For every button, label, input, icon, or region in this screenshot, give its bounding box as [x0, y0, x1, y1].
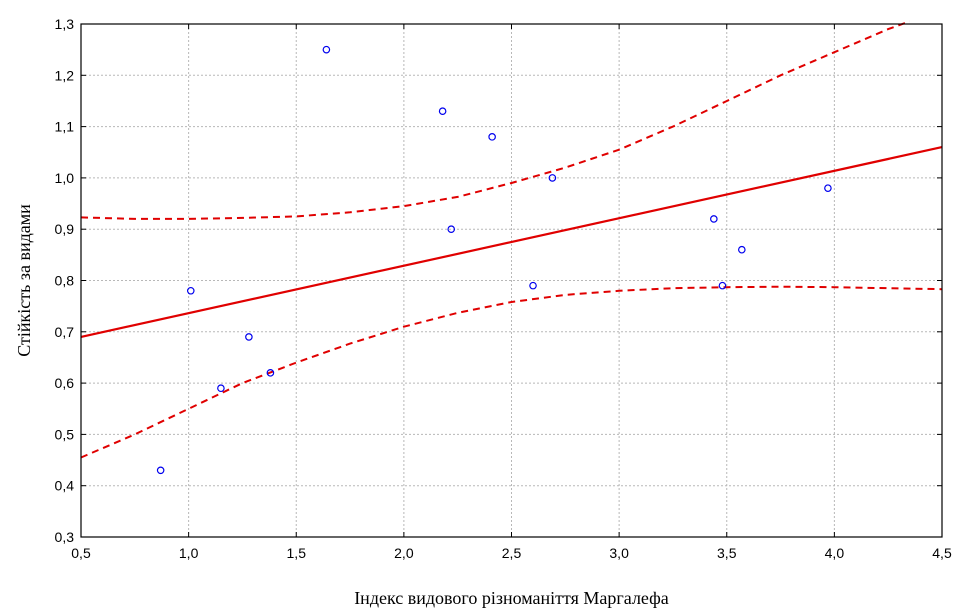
data-point [738, 245, 746, 254]
y-tick-label: 1,3 [55, 16, 75, 32]
data-point [186, 286, 195, 295]
x-tick-label: 1,5 [287, 545, 307, 561]
x-axis-ticks: 0,5 1,0 1,5 2,0 2,5 3,0 3,5 4,0 4,5 [71, 24, 952, 561]
y-tick-label: 0,4 [55, 478, 75, 494]
x-tick-label: 2,0 [394, 545, 414, 561]
data-points [156, 45, 832, 475]
y-tick-label: 0,6 [55, 375, 75, 391]
x-axis-label: Індекс видового різноманіття Маргалефа [354, 588, 669, 608]
y-tick-label: 0,9 [55, 221, 75, 237]
data-point [217, 384, 225, 393]
y-axis-label: Стійкість за видами [14, 204, 34, 357]
fit-line [80, 146, 943, 338]
x-tick-label: 4,0 [825, 545, 845, 561]
y-tick-label: 0,5 [55, 426, 75, 442]
y-tick-label: 1,2 [55, 67, 75, 83]
grid [81, 24, 942, 537]
data-point [488, 133, 496, 141]
upper-confidence-line [80, 20, 911, 220]
data-point [322, 45, 331, 54]
x-tick-label: 1,0 [179, 545, 199, 561]
data-point [156, 466, 165, 475]
data-point [529, 281, 537, 290]
regression-line [80, 146, 943, 338]
data-point [710, 215, 718, 223]
data-point [718, 281, 727, 290]
y-tick-label: 0,3 [55, 529, 75, 545]
data-point [438, 107, 447, 116]
x-tick-label: 4,5 [932, 545, 952, 561]
y-tick-label: 0,7 [55, 324, 75, 340]
data-point [824, 184, 832, 192]
y-tick-label: 0,8 [55, 273, 75, 289]
x-tick-label: 3,0 [609, 545, 629, 561]
x-tick-label: 0,5 [71, 545, 91, 561]
data-point [266, 369, 275, 377]
y-tick-label: 1,0 [55, 170, 75, 186]
confidence-band-lower [80, 285, 943, 459]
y-axis-ticks: 0,3 0,4 0,5 0,6 0,7 0,8 0,9 1,0 1,1 1,2 1,3 [55, 16, 942, 545]
y-tick-label: 1,1 [55, 119, 75, 135]
data-point [447, 225, 456, 234]
data-point [548, 174, 557, 182]
confidence-band-upper [80, 20, 911, 220]
x-tick-label: 2,5 [502, 545, 522, 561]
lower-confidence-line [80, 285, 943, 459]
data-point [245, 333, 253, 341]
x-tick-label: 3,5 [717, 545, 737, 561]
